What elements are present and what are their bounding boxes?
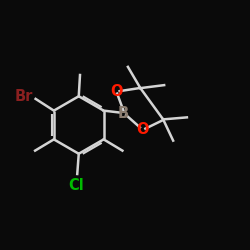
Text: O: O: [110, 84, 123, 98]
Text: O: O: [136, 122, 149, 137]
Text: Cl: Cl: [68, 178, 84, 192]
Text: B: B: [118, 106, 129, 121]
Text: Br: Br: [14, 90, 32, 104]
